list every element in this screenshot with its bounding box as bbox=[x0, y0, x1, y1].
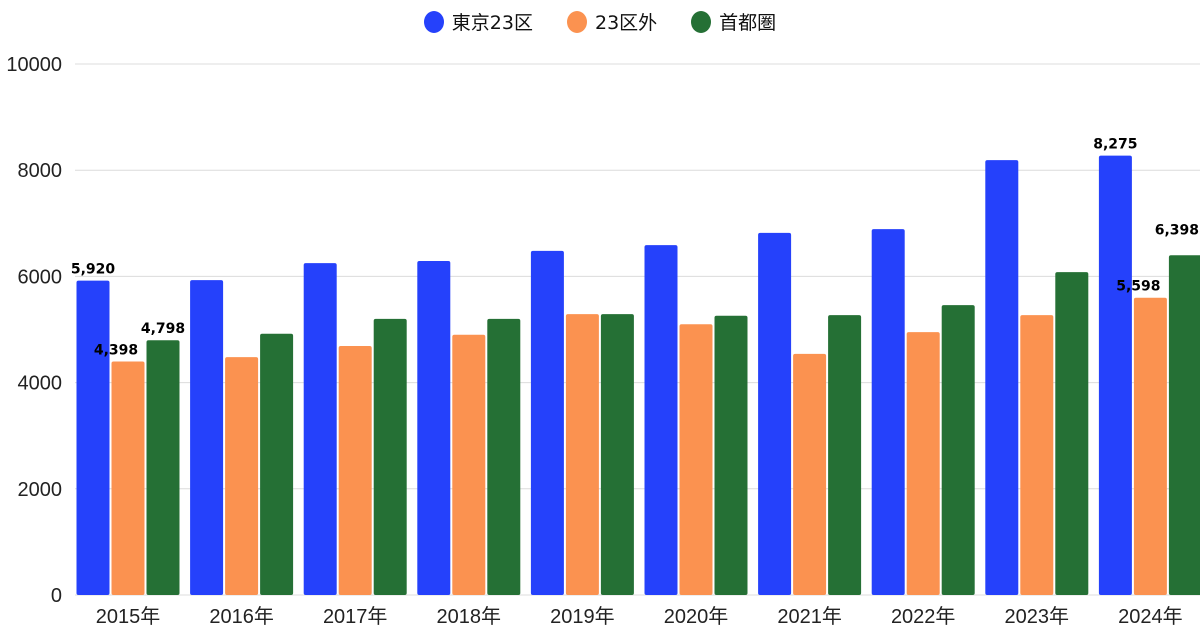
bar bbox=[225, 357, 259, 595]
legend-item-metro[interactable]: 首都圏 bbox=[691, 8, 776, 35]
legend-label: 東京23区 bbox=[451, 12, 533, 34]
y-tick-label: 0 bbox=[51, 585, 62, 607]
bar bbox=[111, 361, 145, 595]
y-tick-label: 8000 bbox=[18, 160, 63, 182]
bar bbox=[1098, 155, 1132, 595]
bar bbox=[714, 315, 748, 595]
bar bbox=[758, 232, 792, 595]
x-tick-label: 2019年 bbox=[550, 605, 615, 628]
bar bbox=[452, 334, 486, 595]
legend-label: 首都圏 bbox=[719, 12, 777, 34]
data-label: 4,798 bbox=[141, 321, 185, 337]
data-label: 5,598 bbox=[1116, 279, 1160, 295]
legend-marker bbox=[691, 10, 712, 33]
bar bbox=[1055, 272, 1089, 595]
y-tick-label: 4000 bbox=[18, 373, 63, 395]
bar bbox=[793, 353, 827, 595]
bar bbox=[679, 324, 713, 595]
x-tick-label: 2020年 bbox=[664, 605, 729, 628]
bar bbox=[644, 245, 678, 596]
bar bbox=[1020, 315, 1054, 595]
bar bbox=[1168, 255, 1200, 595]
data-label: 4,398 bbox=[94, 342, 138, 358]
bar bbox=[487, 318, 521, 595]
bar bbox=[146, 340, 180, 595]
bar bbox=[941, 305, 975, 595]
bar bbox=[373, 318, 407, 595]
bar bbox=[906, 332, 940, 595]
x-tick-label: 2017年 bbox=[323, 605, 388, 628]
x-tick-label: 2023年 bbox=[1005, 605, 1070, 628]
data-label: 6,398 bbox=[1155, 222, 1199, 238]
bar bbox=[190, 280, 224, 595]
x-tick-label: 2022年 bbox=[891, 605, 956, 628]
legend-item-tokyo23[interactable]: 東京23区 bbox=[423, 8, 533, 35]
legend-item-outside23[interactable]: 23区外 bbox=[566, 8, 658, 35]
legend-marker bbox=[423, 10, 444, 33]
bar bbox=[600, 314, 634, 595]
x-tick-label: 2016年 bbox=[209, 605, 274, 628]
bar bbox=[303, 263, 337, 595]
x-tick-label: 2024年 bbox=[1118, 605, 1183, 628]
bar bbox=[565, 314, 599, 595]
bar bbox=[828, 315, 862, 595]
bar bbox=[260, 333, 294, 595]
legend-label: 23区外 bbox=[594, 12, 658, 34]
bar bbox=[530, 250, 564, 596]
bar bbox=[871, 229, 905, 596]
bar bbox=[985, 160, 1019, 595]
bar bbox=[417, 261, 451, 595]
x-tick-label: 2018年 bbox=[437, 605, 502, 628]
legend-marker bbox=[566, 10, 587, 33]
bar bbox=[76, 280, 110, 595]
x-tick-label: 2021年 bbox=[777, 605, 842, 628]
y-tick-label: 6000 bbox=[18, 266, 63, 288]
bar bbox=[338, 345, 372, 595]
data-label: 5,920 bbox=[71, 262, 116, 278]
bar bbox=[1133, 297, 1167, 595]
y-tick-label: 10000 bbox=[6, 54, 62, 76]
y-tick-label: 2000 bbox=[18, 479, 63, 501]
legend: 東京23区 23区外 首都圏 bbox=[0, 8, 1200, 35]
x-tick-label: 2015年 bbox=[96, 605, 161, 628]
data-label: 8,275 bbox=[1093, 137, 1137, 153]
